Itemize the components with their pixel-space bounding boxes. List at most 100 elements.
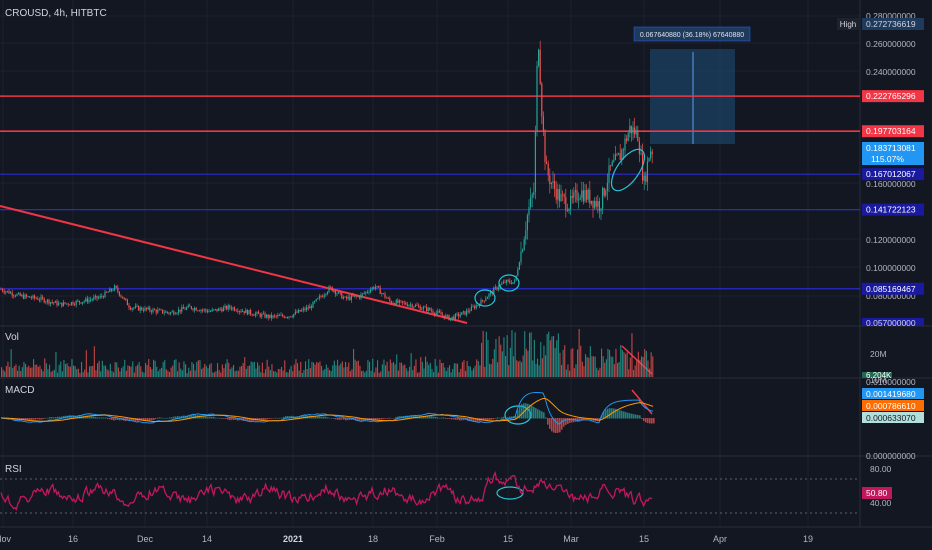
volume-bar	[263, 372, 265, 377]
volume-bar	[412, 370, 414, 377]
candle-body	[374, 286, 376, 289]
candle-body	[418, 305, 420, 307]
price-axis[interactable]: 0.280000000 0.260000000 0.240000000 0.16000…	[866, 11, 916, 301]
candle-body	[357, 296, 359, 297]
candle-body	[11, 292, 13, 296]
symbol-title[interactable]: CROUSD, 4h, HITBTC	[5, 8, 107, 19]
annotation-ellipse[interactable]	[605, 144, 651, 196]
candle-body	[59, 302, 61, 304]
macd-histogram-bar	[45, 417, 47, 419]
volume-bar	[588, 357, 590, 377]
macd-histogram-bar	[317, 415, 319, 419]
candle-body	[475, 305, 477, 309]
volume-bar	[481, 342, 483, 377]
volume-bar	[519, 360, 521, 377]
annotation-ellipse[interactable]	[474, 289, 496, 307]
macd-histogram-bar	[433, 416, 435, 419]
candle-body	[42, 296, 44, 299]
candle-body	[619, 153, 621, 161]
candle-body	[320, 296, 322, 298]
candle-body	[562, 194, 564, 195]
volume-bar	[89, 366, 91, 377]
macd-histogram-bar	[649, 418, 651, 424]
time-axis[interactable]: Nov 16 Dec 14 2021 18 Feb 15 Mar 15 Apr 19	[0, 534, 813, 544]
volume-bar	[373, 372, 375, 377]
volume-bar	[196, 361, 198, 377]
volume-bar	[460, 368, 462, 377]
candle-body	[496, 286, 498, 290]
candle-body	[448, 315, 450, 321]
volume-bar	[113, 372, 115, 377]
macd-histogram-bar	[335, 418, 337, 420]
candle-body	[251, 314, 253, 316]
candle-body	[443, 315, 445, 319]
macd-histogram-bar	[499, 417, 501, 419]
volume-bar	[372, 358, 374, 377]
macd-histogram-bar	[115, 418, 117, 420]
volume-bar	[540, 342, 542, 377]
volume-bar	[145, 362, 147, 377]
volume-bar	[575, 364, 577, 377]
macd-histogram-bar	[455, 418, 457, 420]
candle-body	[600, 208, 602, 212]
time-tick: Apr	[713, 534, 727, 544]
candle-body	[176, 312, 178, 314]
macd-histogram-bar	[557, 418, 559, 433]
time-tick: Mar	[563, 534, 579, 544]
volume-bar	[476, 359, 478, 377]
volume-bar	[567, 364, 569, 377]
volume-bar	[607, 348, 609, 377]
volume-bar	[337, 359, 339, 377]
volume-bar	[218, 370, 220, 377]
descending-trendline[interactable]	[0, 205, 468, 324]
volume-current-badge	[862, 372, 892, 378]
volume-bar	[397, 370, 399, 377]
volume-bar	[82, 372, 84, 377]
macd-histogram-bar	[421, 416, 423, 419]
candle-body	[21, 294, 23, 296]
volume-bar	[490, 364, 492, 377]
rsi-label[interactable]: RSI	[5, 464, 22, 475]
volume-bar	[220, 372, 222, 377]
volume-bar	[244, 357, 246, 377]
annotation-ellipse[interactable]	[498, 274, 520, 292]
macd-histogram-bar	[127, 418, 129, 421]
volume-bar	[529, 332, 531, 377]
candle-body	[115, 285, 117, 288]
candle-body	[26, 294, 28, 297]
macd-label[interactable]: MACD	[5, 385, 34, 396]
volume-bar	[621, 349, 623, 377]
candle-body	[229, 305, 231, 308]
candle-body	[339, 292, 341, 293]
volume-bar	[620, 345, 622, 377]
volume-bar	[156, 366, 158, 377]
volume-bar	[223, 368, 225, 377]
candle-body	[354, 295, 356, 297]
candle-body	[614, 154, 616, 161]
candle-body	[526, 215, 528, 231]
macd-histogram-bar	[507, 417, 509, 419]
macd-histogram-bar	[261, 418, 263, 421]
candle-body	[214, 309, 216, 310]
macd-histogram-bar	[163, 417, 165, 419]
candle-body	[238, 311, 240, 312]
volume-label[interactable]: Vol	[5, 332, 19, 343]
volume-bar	[164, 359, 166, 377]
candle-body	[584, 190, 586, 202]
candle-body	[40, 296, 42, 300]
level-badges: 0.222765296 0.197703164 0.167012067 0.14172…	[862, 90, 924, 295]
macd-histogram-bar	[249, 418, 251, 422]
candle-body	[350, 295, 352, 300]
macd-histogram-bar	[495, 417, 497, 419]
macd-histogram-bar	[29, 418, 31, 421]
candle-body	[56, 301, 58, 306]
volume-bar	[271, 364, 273, 377]
macd-histogram-bar	[311, 416, 313, 419]
candle-body	[411, 304, 413, 308]
volume-bar	[317, 362, 319, 377]
candle-body	[589, 189, 591, 204]
volume-bar	[351, 369, 353, 377]
macd-histogram-bar	[653, 418, 655, 424]
rsi-annotation-ellipse[interactable]	[496, 486, 524, 500]
